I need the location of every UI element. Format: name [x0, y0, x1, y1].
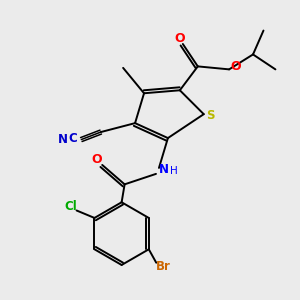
Text: C: C	[69, 132, 77, 145]
Text: Cl: Cl	[65, 200, 78, 213]
Text: H: H	[170, 166, 178, 176]
Text: O: O	[230, 60, 241, 73]
Text: O: O	[91, 153, 102, 166]
Text: Br: Br	[155, 260, 170, 273]
Text: N: N	[58, 133, 68, 146]
Text: O: O	[175, 32, 185, 44]
Text: S: S	[206, 109, 214, 122]
Text: N: N	[158, 163, 168, 176]
